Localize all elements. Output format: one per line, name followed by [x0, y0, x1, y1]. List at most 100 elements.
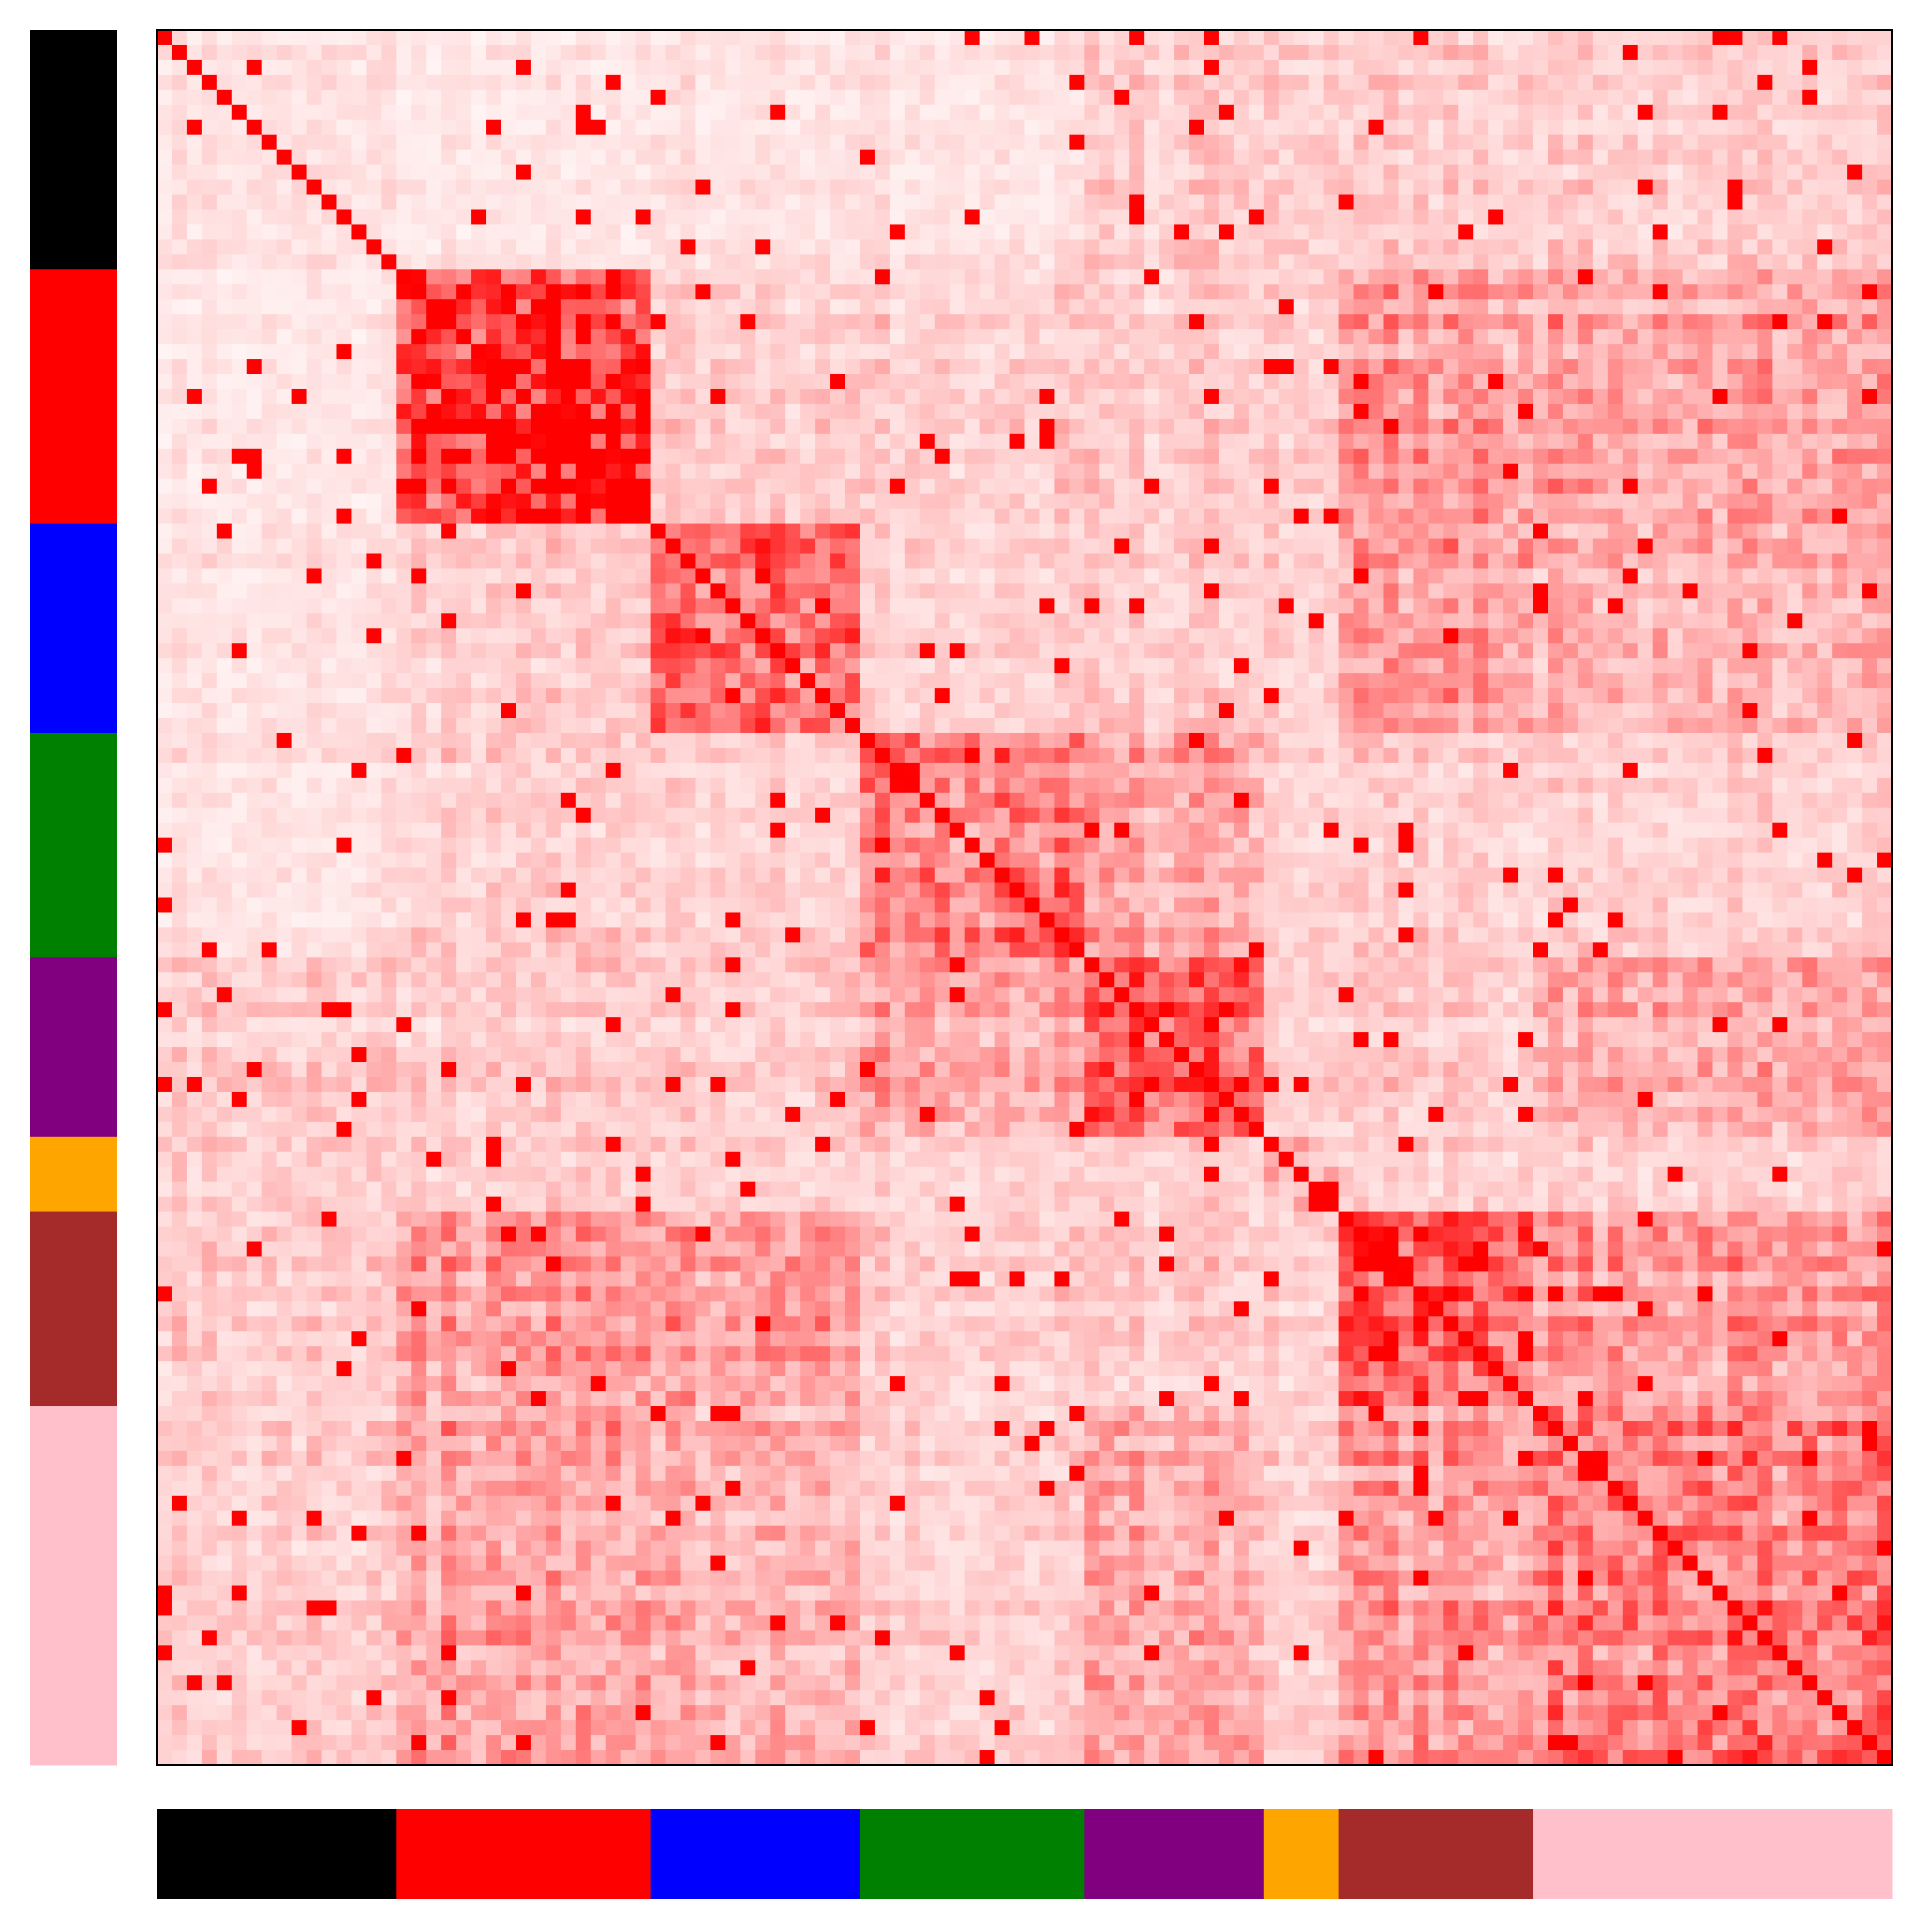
heatmap-cell — [471, 254, 487, 270]
heatmap-cell — [845, 553, 861, 570]
heatmap-cell — [321, 209, 338, 226]
heatmap-cell — [306, 269, 323, 285]
heatmap-cell — [486, 583, 502, 599]
heatmap-cell — [321, 149, 338, 166]
heatmap-cell — [859, 44, 876, 61]
heatmap-cell — [650, 433, 667, 450]
heatmap-cell — [441, 134, 457, 151]
heatmap-cell — [396, 44, 412, 61]
heatmap-cell — [1323, 478, 1340, 495]
heatmap-cell — [1338, 164, 1355, 181]
heatmap-cell — [246, 403, 263, 420]
heatmap-cell — [859, 254, 876, 270]
heatmap-cell — [1398, 583, 1414, 599]
heatmap-cell — [1458, 299, 1474, 315]
heatmap-cell — [1682, 164, 1699, 181]
heatmap-cell — [231, 583, 248, 599]
heatmap-cell — [1443, 149, 1459, 166]
heatmap-cell — [246, 134, 263, 151]
heatmap-cell — [1383, 269, 1400, 285]
heatmap-cell — [1817, 448, 1833, 465]
heatmap-cell — [1069, 523, 1085, 540]
heatmap-cell — [1189, 30, 1205, 46]
heatmap-cell — [1488, 359, 1504, 375]
heatmap-cell — [276, 583, 293, 599]
heatmap-cell — [695, 179, 712, 196]
heatmap-cell — [1847, 30, 1863, 46]
heatmap-cell — [1742, 164, 1758, 181]
heatmap-cell — [545, 74, 562, 91]
heatmap-cell — [635, 44, 652, 61]
heatmap-cell — [471, 44, 487, 61]
heatmap-cell — [1428, 44, 1444, 61]
heatmap-cell — [725, 448, 741, 465]
heatmap-cell — [366, 164, 382, 181]
heatmap-cell — [1024, 553, 1041, 570]
heatmap-cell — [1084, 433, 1100, 450]
heatmap-cell — [1383, 30, 1400, 46]
heatmap-cell — [1144, 448, 1160, 465]
heatmap-cell — [1622, 89, 1639, 106]
heatmap-cell — [1847, 44, 1863, 61]
heatmap-cell — [186, 403, 203, 420]
heatmap-cell — [979, 493, 996, 510]
heatmap-cell — [785, 433, 801, 450]
heatmap-cell — [845, 254, 861, 270]
heatmap-cell — [1383, 553, 1400, 570]
heatmap-cell — [530, 269, 547, 285]
heatmap-cell — [755, 418, 771, 435]
heatmap-cell — [1607, 568, 1624, 585]
heatmap-cell — [1832, 74, 1848, 91]
heatmap-cell — [1144, 493, 1160, 510]
heatmap-cell — [545, 613, 562, 629]
heatmap-cell — [1353, 478, 1370, 495]
heatmap-cell — [530, 418, 547, 435]
heatmap-cell — [949, 314, 966, 330]
heatmap-cell — [1353, 493, 1370, 510]
heatmap-cell — [964, 224, 981, 240]
heatmap-cell — [785, 104, 801, 121]
heatmap-cell — [246, 643, 263, 659]
heatmap-cell — [1398, 508, 1414, 525]
heatmap-cell — [964, 194, 981, 211]
heatmap-cell — [1547, 179, 1564, 196]
heatmap-cell — [1383, 59, 1400, 76]
heatmap-cell — [1503, 403, 1519, 420]
heatmap-cell — [1577, 254, 1594, 270]
heatmap-cell — [1652, 628, 1669, 644]
heatmap-cell — [1114, 359, 1130, 375]
heatmap-cell — [1084, 59, 1100, 76]
heatmap-cell — [1533, 374, 1549, 390]
heatmap-cell — [1847, 164, 1863, 181]
heatmap-cell — [1547, 448, 1564, 465]
heatmap-cell — [1802, 403, 1818, 420]
heatmap-cell — [605, 553, 622, 570]
heatmap-cell — [830, 30, 846, 46]
heatmap-cell — [1697, 269, 1714, 285]
heatmap-cell — [201, 209, 218, 226]
heatmap-cell — [815, 194, 831, 211]
heatmap-cell — [1293, 134, 1310, 151]
heatmap-cell — [1697, 209, 1714, 226]
heatmap-cell — [1338, 314, 1355, 330]
heatmap-cell — [1592, 388, 1609, 405]
heatmap-cell — [1802, 463, 1818, 480]
heatmap-cell — [486, 329, 502, 345]
heatmap-cell — [157, 658, 173, 674]
heatmap-cell — [1458, 314, 1474, 330]
heatmap-cell — [1248, 89, 1265, 106]
heatmap-cell — [919, 643, 936, 659]
heatmap-cell — [1248, 269, 1265, 285]
heatmap-cell — [1682, 224, 1699, 240]
heatmap-cell — [231, 448, 248, 465]
heatmap-cell — [441, 164, 457, 181]
heatmap-cell — [919, 89, 936, 106]
heatmap-cell — [755, 299, 771, 315]
heatmap-cell — [1054, 523, 1070, 540]
heatmap-cell — [725, 194, 741, 211]
heatmap-cell — [1473, 149, 1489, 166]
heatmap-cell — [1652, 344, 1669, 360]
heatmap-cell — [560, 314, 577, 330]
heatmap-cell — [1398, 284, 1414, 300]
heatmap-cell — [1129, 493, 1145, 510]
